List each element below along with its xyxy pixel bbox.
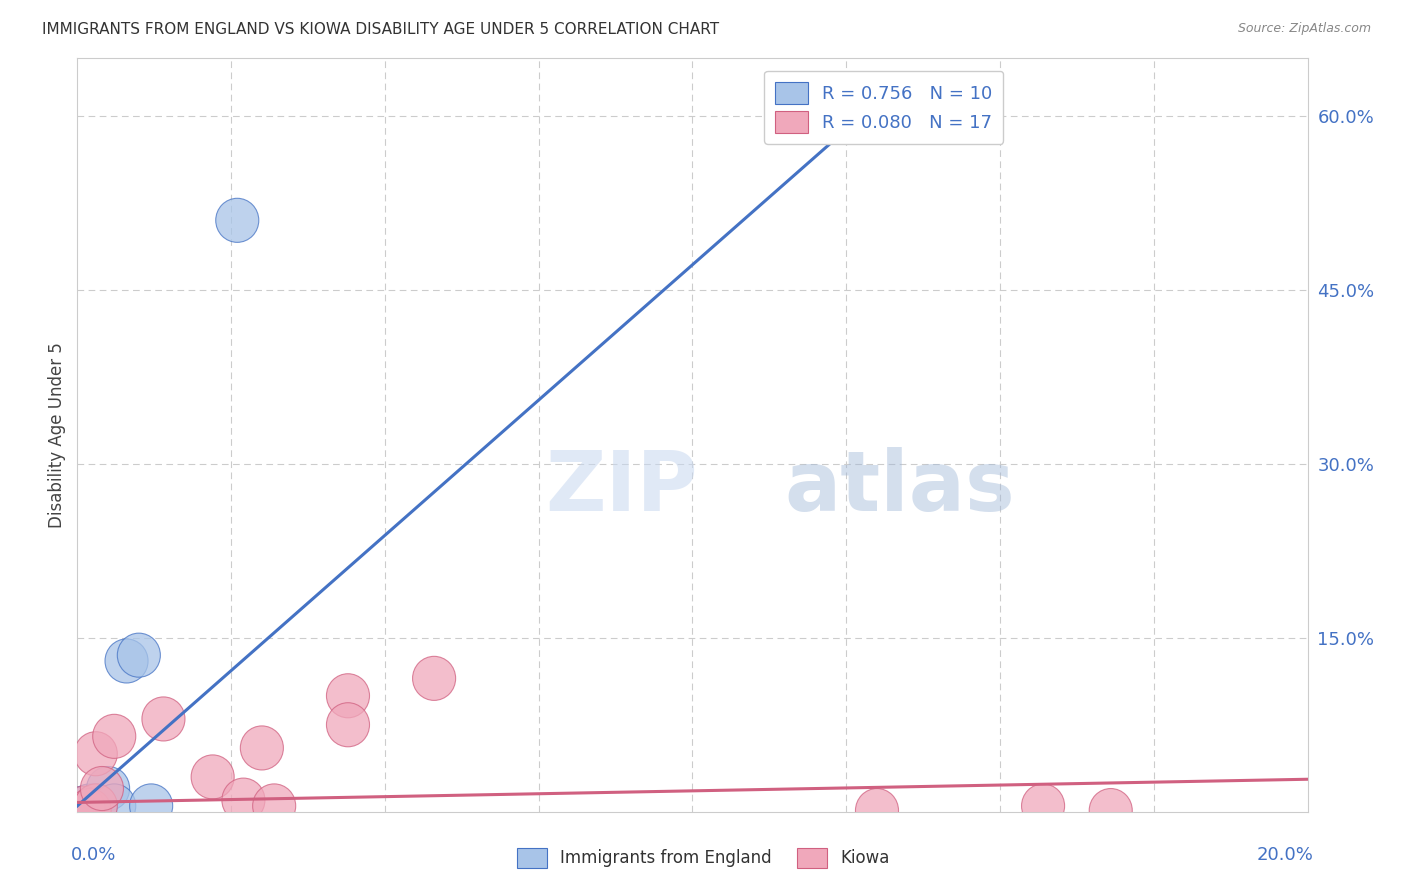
Ellipse shape — [142, 697, 186, 741]
Ellipse shape — [1022, 784, 1064, 828]
Ellipse shape — [67, 784, 111, 828]
Text: IMMIGRANTS FROM ENGLAND VS KIOWA DISABILITY AGE UNDER 5 CORRELATION CHART: IMMIGRANTS FROM ENGLAND VS KIOWA DISABIL… — [42, 22, 720, 37]
Ellipse shape — [191, 755, 235, 799]
Ellipse shape — [1090, 789, 1132, 832]
Ellipse shape — [75, 731, 117, 776]
Ellipse shape — [240, 726, 284, 770]
Ellipse shape — [412, 657, 456, 700]
Ellipse shape — [215, 198, 259, 243]
Ellipse shape — [62, 786, 105, 830]
Ellipse shape — [129, 784, 173, 828]
Ellipse shape — [222, 778, 264, 822]
Legend: Immigrants from England, Kiowa: Immigrants from England, Kiowa — [510, 841, 896, 875]
Ellipse shape — [75, 784, 117, 828]
Y-axis label: Disability Age Under 5: Disability Age Under 5 — [48, 342, 66, 528]
Ellipse shape — [93, 784, 136, 828]
Ellipse shape — [67, 789, 111, 832]
Ellipse shape — [253, 784, 295, 828]
Ellipse shape — [326, 673, 370, 718]
Text: 20.0%: 20.0% — [1257, 846, 1313, 863]
Ellipse shape — [80, 766, 124, 811]
Text: 0.0%: 0.0% — [72, 846, 117, 863]
Ellipse shape — [868, 88, 911, 132]
Text: Source: ZipAtlas.com: Source: ZipAtlas.com — [1237, 22, 1371, 36]
Ellipse shape — [117, 633, 160, 677]
Text: ZIP: ZIP — [546, 447, 697, 528]
Legend: R = 0.756   N = 10, R = 0.080   N = 17: R = 0.756 N = 10, R = 0.080 N = 17 — [765, 70, 1004, 144]
Text: atlas: atlas — [785, 447, 1015, 528]
Ellipse shape — [87, 766, 129, 811]
Ellipse shape — [75, 784, 117, 828]
Ellipse shape — [326, 703, 370, 747]
Ellipse shape — [62, 786, 105, 830]
Ellipse shape — [93, 714, 136, 758]
Ellipse shape — [855, 789, 898, 832]
Ellipse shape — [105, 639, 148, 683]
